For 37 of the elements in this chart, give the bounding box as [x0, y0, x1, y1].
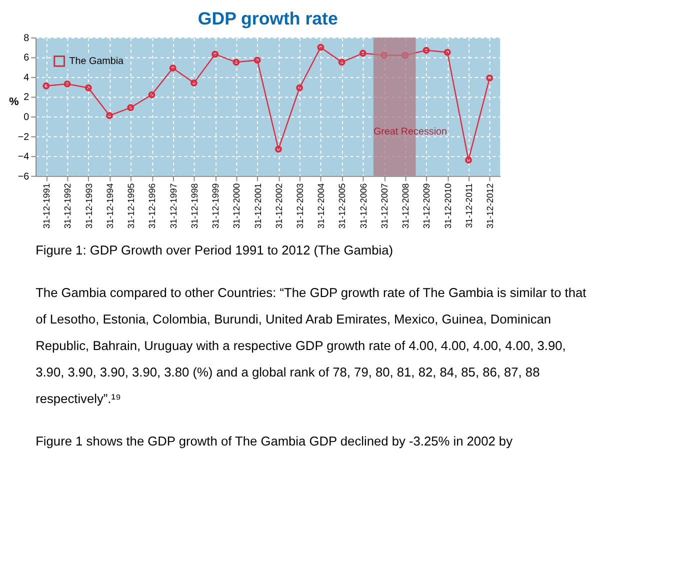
y-tick-label: 6: [24, 52, 30, 64]
legend-label: The Gambia: [69, 56, 124, 68]
x-tick-label: 31-12-2001: [252, 183, 263, 229]
text: The Gambia compared to other Countries: “The GDP growth rate of The Gambia is similar to that of Lesotho, Estonia, Colombia, Burundi, United Arab Emirates, Mexico, Guinea, Dominican Republic, Bahrain, Uruguay with a respective GDP growth rate of 4.00, 4.00, 4.00, 4.00, 3.90, 3.90, 3.90, 3.90, 3.90, 3.80 (%) and a global rank of 78, 79, 80, 81, 82, 84, 85, 86, 87, 88 respectively”.¹⁹: [36, 284, 587, 406]
x-tick-label: 31-12-1992: [62, 183, 73, 229]
y-tick-label: 8: [24, 32, 30, 44]
y-tick-label: −6: [18, 171, 30, 182]
y-tick-label: 4: [24, 72, 30, 84]
x-tick-label: 31-12-2000: [232, 183, 242, 229]
x-tick-label: 31-12-2002: [274, 183, 284, 229]
band-label: Great Recession: [373, 126, 448, 138]
x-tick-label: 31-12-2003: [295, 183, 306, 229]
caption: Figure 1 shows the GDP growth of The Gambia GDP declined by -3.25% in 2002 by: [36, 434, 514, 449]
x-tick-label: 31-12-2006: [358, 183, 368, 229]
x-tick-label: 31-12-1994: [104, 183, 115, 229]
x-tick-label: 31-12-1995: [126, 183, 136, 229]
x-tick-label: 31-12-1996: [147, 183, 158, 229]
y-tick-label: −4: [18, 152, 30, 163]
x-tick-label: 31-12-2008: [400, 183, 411, 229]
x-tick-label: 31-12-1993: [84, 183, 94, 229]
x-tick-label: 31-12-1991: [42, 183, 52, 229]
y-tick-label: −2: [18, 132, 30, 143]
x-tick-label: 31-12-2011: [464, 183, 474, 228]
caption: Figure 1: GDP Growth over Period 1991 to 2012 (The Gambia): [36, 242, 394, 258]
x-tick-label: 31-12-2012: [485, 183, 496, 229]
y-tick-label: 2: [24, 92, 30, 104]
chart-title: GDP growth rate: [198, 8, 338, 29]
x-tick-label: 31-12-2010: [442, 183, 453, 229]
x-tick-label: 31-12-2007: [379, 183, 390, 229]
y-axis-title: %: [9, 96, 20, 108]
x-tick-label: 31-12-1998: [189, 183, 200, 229]
y-tick-label: 0: [24, 112, 30, 123]
x-tick-label: 31-12-1999: [210, 183, 221, 229]
x-tick-label: 31-12-2009: [422, 183, 432, 229]
x-tick-label: 31-12-2005: [337, 183, 348, 229]
x-tick-label: 31-12-2004: [316, 183, 326, 229]
x-tick-label: 31-12-1997: [168, 183, 178, 229]
